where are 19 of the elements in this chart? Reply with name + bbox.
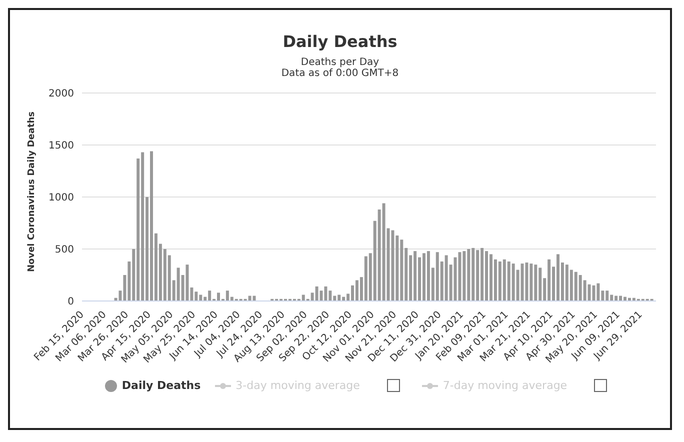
bar bbox=[320, 290, 323, 301]
chart-subtitle: Deaths per Day bbox=[300, 57, 380, 68]
text: Data as of 0:00 GMT+8 bbox=[280, 68, 400, 79]
bar bbox=[315, 286, 318, 301]
y-tick-label: 1000 bbox=[48, 192, 74, 204]
y-axis-title: Novel Coronavirus Daily Deaths bbox=[27, 111, 38, 272]
bar bbox=[592, 285, 596, 301]
legend-label: Daily Deaths bbox=[122, 379, 201, 392]
bar bbox=[520, 264, 524, 301]
bar bbox=[588, 284, 591, 301]
y-tick-label: 0 bbox=[68, 296, 74, 308]
bar bbox=[525, 262, 528, 301]
y-tick-label: 1500 bbox=[48, 140, 74, 152]
y-tick-label: 500 bbox=[54, 244, 74, 256]
bar bbox=[391, 230, 394, 301]
bar bbox=[186, 264, 189, 301]
bar bbox=[458, 252, 462, 301]
chart-title: Daily Deaths bbox=[282, 32, 398, 51]
y-tick-label: 2000 bbox=[48, 88, 74, 100]
